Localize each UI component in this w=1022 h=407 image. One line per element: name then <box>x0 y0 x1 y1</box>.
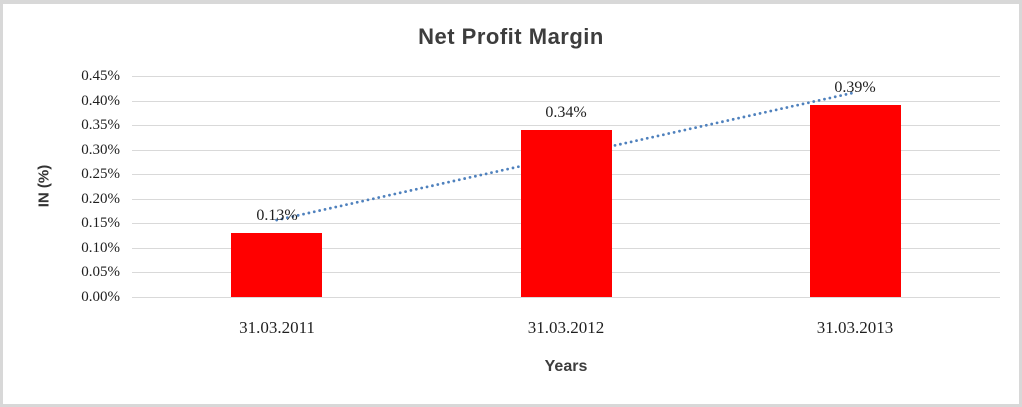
bar-31.03.2013 <box>810 105 901 297</box>
y-tick-label: 0.25% <box>81 166 120 182</box>
gridline <box>132 125 1000 126</box>
y-tick-label: 0.20% <box>81 191 120 207</box>
gridline <box>132 76 1000 77</box>
y-tick-label: 0.05% <box>81 264 120 280</box>
data-label: 0.39% <box>834 79 876 96</box>
y-tick-label: 0.00% <box>81 289 120 305</box>
x-axis-title: Years <box>544 358 588 375</box>
x-tick-label: 31.03.2011 <box>239 318 315 337</box>
bar-31.03.2011 <box>231 233 322 297</box>
y-tick-label: 0.30% <box>81 142 120 158</box>
data-label: 0.34% <box>545 104 587 121</box>
y-tick-label: 0.40% <box>81 93 120 109</box>
y-tick-label: 0.10% <box>81 240 120 256</box>
x-tick-label: 31.03.2013 <box>816 318 894 337</box>
data-label: 0.13% <box>256 207 298 224</box>
gridline <box>132 101 1000 102</box>
y-tick-label: 0.35% <box>81 117 120 133</box>
y-tick-label: 0.45% <box>81 68 120 84</box>
x-tick-label: 31.03.2012 <box>527 318 605 337</box>
gridline <box>132 297 1000 298</box>
y-tick-label: 0.15% <box>81 215 120 231</box>
bar-31.03.2012 <box>521 130 612 297</box>
chart-title: Net Profit Margin <box>418 24 604 49</box>
